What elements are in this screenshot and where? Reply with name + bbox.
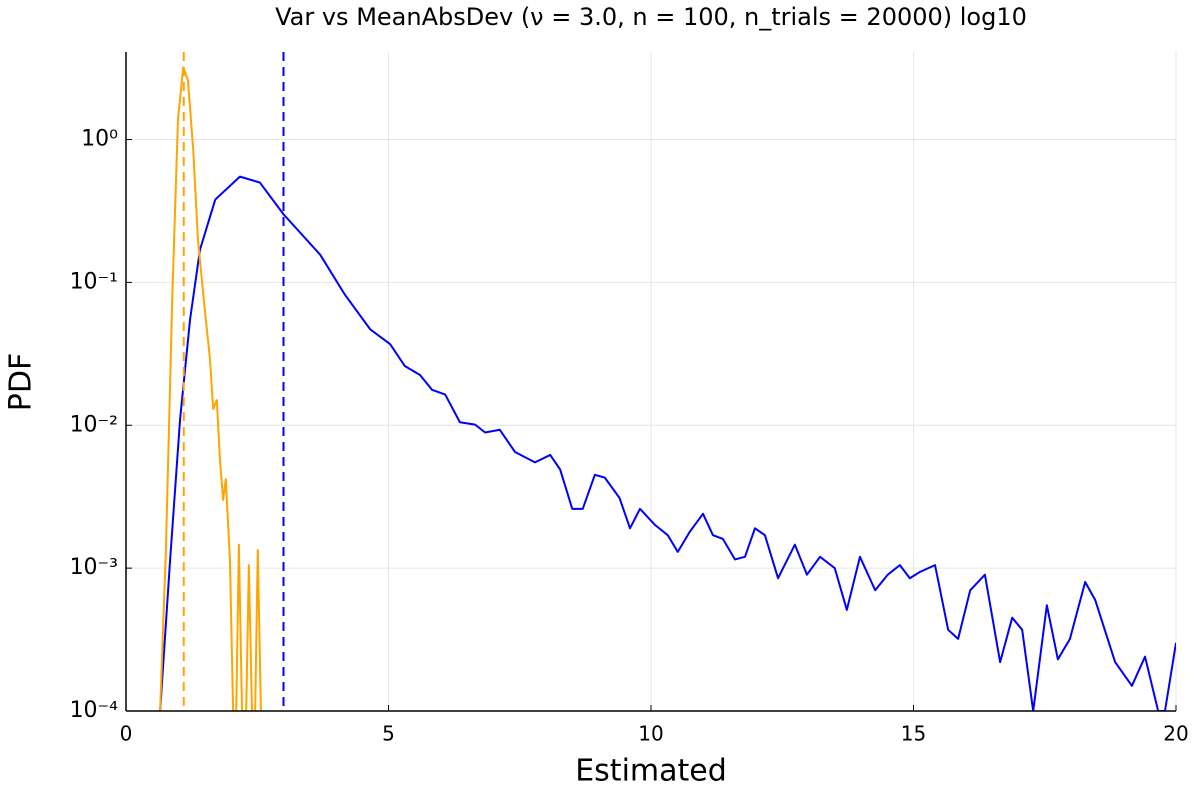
x-axis-label: Estimated (575, 754, 727, 789)
x-tick-label: 15 (901, 722, 926, 746)
y-tick-label: 10⁻³ (70, 555, 118, 580)
y-axis-label: PDF (4, 353, 39, 411)
x-tick-label: 0 (120, 722, 133, 746)
x-tick-label: 5 (382, 722, 395, 746)
x-tick-label: 20 (1163, 722, 1188, 746)
chart-title: Var vs MeanAbsDev (ν = 3.0, n = 100, n_t… (275, 3, 1027, 31)
y-tick-label: 10⁻² (70, 412, 118, 437)
ticks: 0 5 10 15 20 10⁻⁴ 10⁻³ 10⁻² 10⁻¹ 10⁰ (70, 127, 1189, 746)
x-tick-label: 10 (638, 722, 663, 746)
plot-area (159, 52, 1176, 711)
y-tick-label: 10⁻¹ (70, 269, 118, 294)
data-line (159, 66, 262, 711)
y-tick-label: 10⁰ (81, 127, 118, 152)
y-tick-label: 10⁻⁴ (70, 698, 119, 723)
data-line (159, 175, 1176, 711)
